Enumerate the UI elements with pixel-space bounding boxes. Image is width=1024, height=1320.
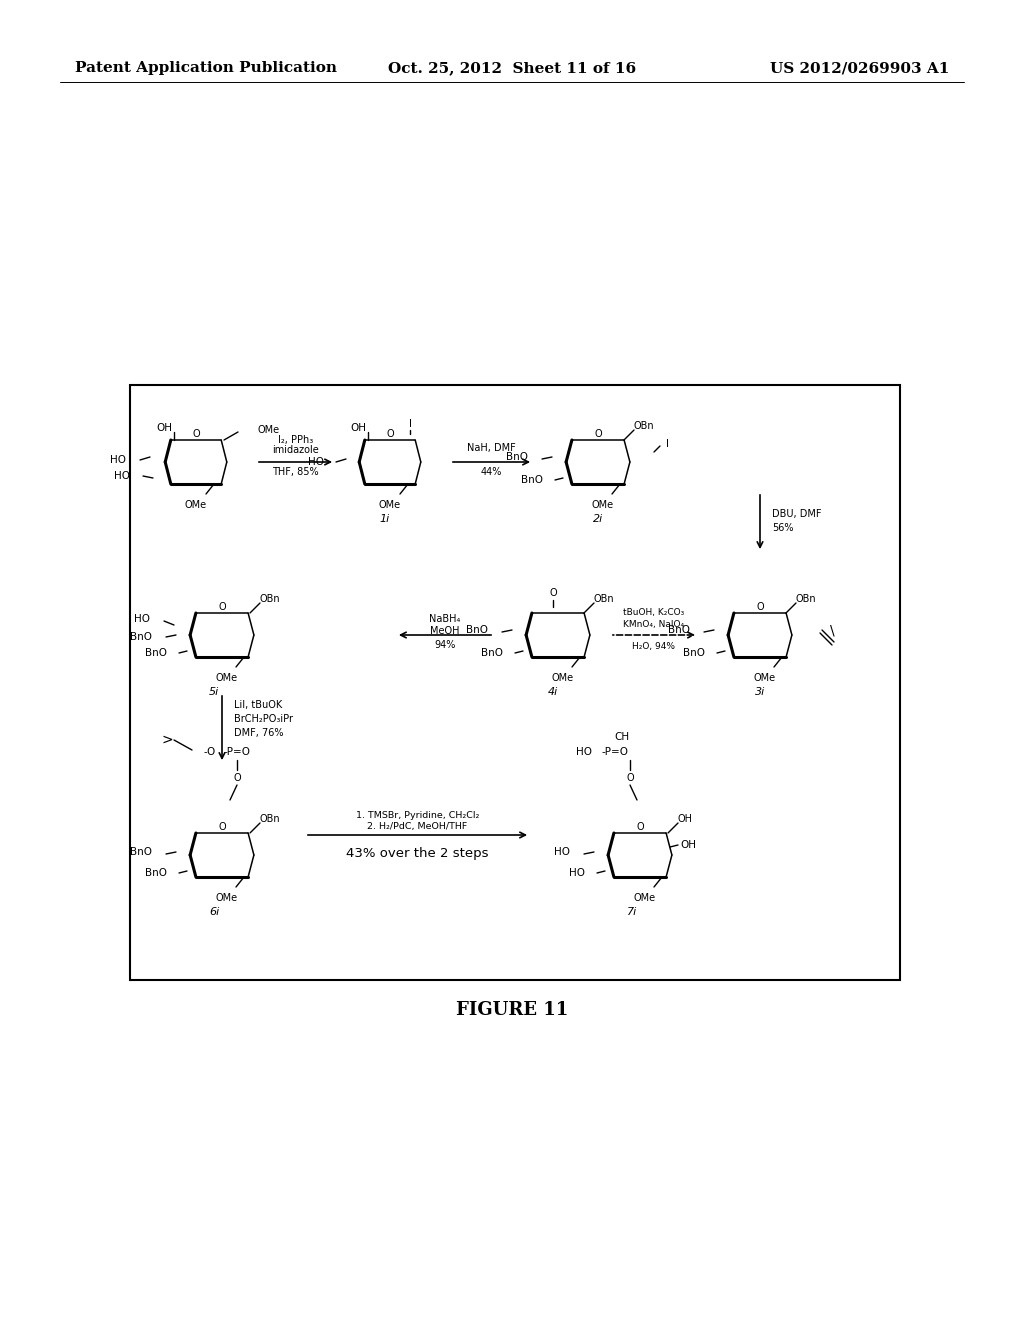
Text: >: > [161,733,173,747]
Text: imidazole: imidazole [272,445,318,455]
Text: -P=O: -P=O [602,747,629,756]
Text: BnO: BnO [506,451,528,462]
Text: THF, 85%: THF, 85% [272,467,318,477]
Text: 3i: 3i [755,686,765,697]
Text: NaH, DMF: NaH, DMF [467,444,516,453]
Text: MeOH: MeOH [430,626,460,636]
Text: O: O [386,429,394,440]
Text: BnO: BnO [145,648,167,657]
Text: OMe: OMe [258,425,281,436]
Text: OH: OH [678,814,693,824]
Text: OMe: OMe [552,673,574,682]
Text: 2. H₂/PdC, MeOH/THF: 2. H₂/PdC, MeOH/THF [368,822,468,832]
Text: 6i: 6i [209,907,219,917]
Text: O: O [636,822,644,832]
Text: 7i: 7i [627,907,637,917]
Text: OMe: OMe [634,894,656,903]
Text: BnO: BnO [668,624,690,635]
Text: HO: HO [308,457,324,467]
Text: 2i: 2i [593,513,603,524]
Text: OH: OH [350,422,366,433]
Text: OH: OH [156,422,172,433]
Text: 43% over the 2 steps: 43% over the 2 steps [346,846,488,859]
Text: -P=O: -P=O [224,747,251,756]
Text: OMe: OMe [592,500,614,510]
Text: 4i: 4i [548,686,558,697]
Text: BnO: BnO [130,847,152,857]
Text: HO: HO [114,471,130,480]
Text: O: O [193,429,200,440]
Text: 5i: 5i [209,686,219,697]
Text: H₂O, 94%: H₂O, 94% [633,642,676,651]
Text: OMe: OMe [185,500,207,510]
Text: tBuOH, K₂CO₃: tBuOH, K₂CO₃ [624,609,685,618]
Text: O: O [218,602,226,612]
Text: 1i: 1i [380,513,390,524]
Text: OBn: OBn [260,594,281,605]
Text: -O: -O [204,747,216,756]
Bar [130,385,900,979]
Text: \: \ [829,623,835,638]
Text: O: O [218,822,226,832]
Text: BnO: BnO [481,648,503,657]
Text: O: O [233,774,241,783]
Text: HO: HO [554,847,570,857]
Text: BrCH₂PO₃iPr: BrCH₂PO₃iPr [234,714,293,723]
Text: O: O [549,587,557,598]
Text: BnO: BnO [466,624,488,635]
Text: 1. TMSBr, Pyridine, CH₂Cl₂: 1. TMSBr, Pyridine, CH₂Cl₂ [355,810,479,820]
Text: OBn: OBn [593,594,613,605]
Text: OH: OH [680,840,696,850]
Text: OMe: OMe [216,673,238,682]
Text: LiI, tBuOK: LiI, tBuOK [234,700,283,710]
Text: HO: HO [575,747,592,756]
Text: OBn: OBn [795,594,816,605]
Text: DBU, DMF: DBU, DMF [772,510,821,519]
Text: OBn: OBn [633,421,653,432]
Text: KMnO₄, NaIO₄: KMnO₄, NaIO₄ [624,619,685,628]
Text: OMe: OMe [216,894,238,903]
Text: BnO: BnO [683,648,705,657]
Text: FIGURE 11: FIGURE 11 [456,1001,568,1019]
Text: I: I [409,418,412,429]
Text: BnO: BnO [145,869,167,878]
Text: I₂, PPh₃: I₂, PPh₃ [278,436,313,445]
Text: 94%: 94% [434,640,456,649]
Text: NaBH₄: NaBH₄ [429,614,461,624]
Text: OMe: OMe [379,500,401,510]
Text: Oct. 25, 2012  Sheet 11 of 16: Oct. 25, 2012 Sheet 11 of 16 [388,61,636,75]
Text: BnO: BnO [130,632,152,642]
Text: HO: HO [110,455,126,465]
Text: BnO: BnO [521,475,543,484]
Text: Patent Application Publication: Patent Application Publication [75,61,337,75]
Text: O: O [594,429,602,440]
Text: HO: HO [569,869,585,878]
Text: HO: HO [134,614,150,624]
Text: 56%: 56% [772,523,794,533]
Text: O: O [627,774,634,783]
Text: I: I [666,440,669,449]
Text: CH: CH [614,733,630,742]
Text: OBn: OBn [260,814,281,824]
Text: OMe: OMe [754,673,776,682]
Text: DMF, 76%: DMF, 76% [234,729,284,738]
Text: 44%: 44% [481,467,502,477]
Text: O: O [756,602,764,612]
Text: US 2012/0269903 A1: US 2012/0269903 A1 [770,61,949,75]
